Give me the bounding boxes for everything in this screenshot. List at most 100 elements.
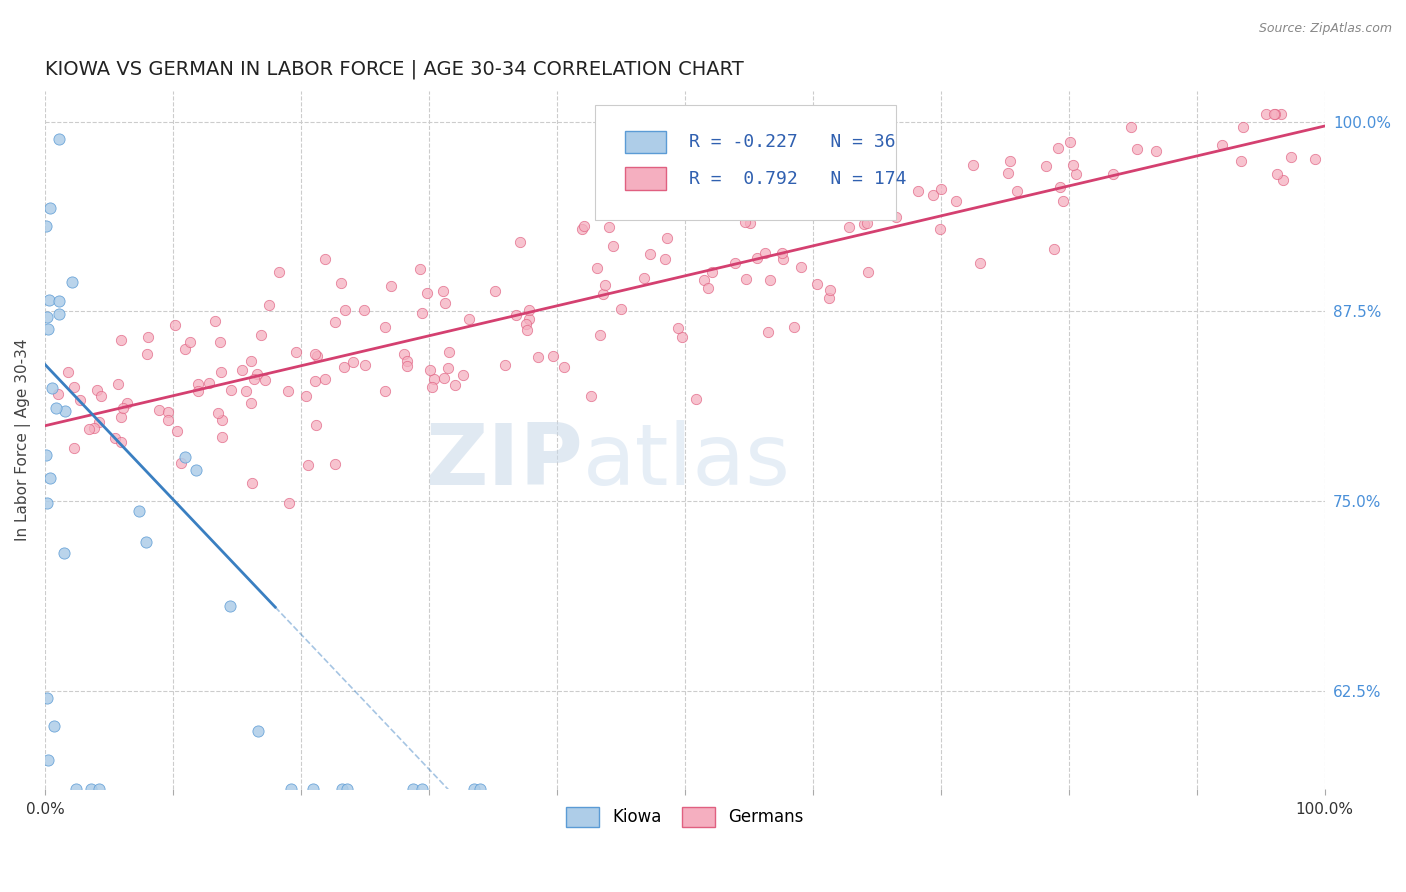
Point	[654, 252, 676, 267]
Point	[1126, 142, 1149, 156]
Point	[87, 782, 110, 797]
Point	[697, 281, 720, 295]
Point	[463, 782, 485, 797]
Point	[770, 245, 793, 260]
Point	[884, 210, 907, 224]
Point	[138, 330, 160, 344]
Point	[245, 367, 267, 381]
Point	[250, 328, 273, 343]
Point	[433, 371, 456, 385]
Point	[772, 252, 794, 267]
Point	[37, 322, 59, 336]
FancyBboxPatch shape	[624, 168, 665, 190]
Point	[65, 782, 87, 797]
Point	[818, 283, 841, 297]
Point	[1035, 160, 1057, 174]
Point	[111, 401, 134, 415]
Point	[553, 359, 575, 374]
Point	[598, 220, 620, 235]
Point	[53, 404, 76, 418]
Point	[735, 271, 758, 285]
Point	[77, 421, 100, 435]
Point	[1270, 107, 1292, 121]
Point	[219, 599, 242, 614]
Point	[166, 424, 188, 438]
Point	[685, 392, 707, 406]
Point	[197, 376, 219, 391]
Point	[668, 321, 690, 335]
Point	[962, 158, 984, 172]
Point	[148, 402, 170, 417]
Point	[48, 132, 70, 146]
Point	[468, 782, 491, 797]
Point	[1052, 194, 1074, 209]
Point	[301, 782, 323, 797]
Point	[838, 220, 860, 235]
Point	[1271, 173, 1294, 187]
Point	[211, 429, 233, 443]
Point	[517, 302, 540, 317]
Point	[69, 392, 91, 407]
Point	[207, 406, 229, 420]
Point	[907, 184, 929, 198]
Point	[353, 302, 375, 317]
Point	[187, 384, 209, 398]
Point	[856, 265, 879, 279]
Point	[671, 330, 693, 344]
FancyBboxPatch shape	[595, 105, 896, 220]
Point	[610, 302, 633, 317]
Point	[209, 365, 232, 379]
Point	[855, 216, 877, 230]
Point	[37, 495, 59, 509]
Point	[374, 319, 396, 334]
Point	[419, 362, 441, 376]
Point	[46, 386, 69, 401]
Point	[655, 231, 678, 245]
Point	[443, 378, 465, 392]
Point	[724, 255, 747, 269]
Point	[307, 350, 329, 364]
Point	[380, 278, 402, 293]
Point	[323, 315, 346, 329]
FancyBboxPatch shape	[624, 131, 665, 153]
Point	[87, 415, 110, 429]
Point	[1062, 158, 1084, 172]
Point	[157, 405, 180, 419]
Point	[314, 252, 336, 266]
Point	[581, 389, 603, 403]
Point	[541, 349, 564, 363]
Point	[1254, 107, 1277, 121]
Point	[692, 165, 714, 179]
Point	[1005, 184, 1028, 198]
Point	[747, 251, 769, 265]
Point	[494, 358, 516, 372]
Point	[174, 343, 197, 357]
Point	[1211, 138, 1233, 153]
Point	[35, 448, 58, 462]
Point	[571, 222, 593, 236]
Point	[395, 359, 418, 373]
Point	[1264, 107, 1286, 121]
Point	[592, 286, 614, 301]
Point	[128, 504, 150, 518]
Point	[505, 308, 527, 322]
Point	[782, 319, 804, 334]
Point	[589, 327, 612, 342]
Point	[221, 383, 243, 397]
Point	[39, 202, 62, 216]
Point	[330, 782, 353, 797]
Point	[208, 335, 231, 350]
Point	[80, 782, 103, 797]
Point	[1042, 242, 1064, 256]
Point	[754, 246, 776, 260]
Point	[35, 219, 58, 234]
Point	[929, 182, 952, 196]
Point	[336, 782, 359, 797]
Point	[509, 235, 531, 250]
Point	[329, 277, 352, 291]
Point	[595, 277, 617, 292]
Point	[58, 365, 80, 379]
Point	[997, 166, 1019, 180]
Legend: Kiowa, Germans: Kiowa, Germans	[560, 801, 810, 833]
Point	[1064, 167, 1087, 181]
